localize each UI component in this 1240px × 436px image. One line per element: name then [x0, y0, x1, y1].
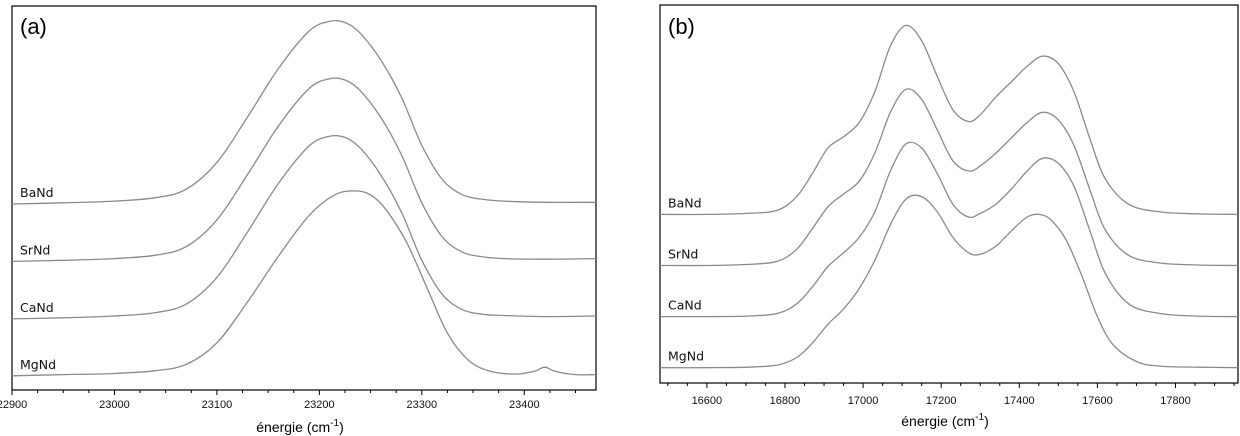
series-line-band [659, 24, 1239, 216]
series-line-srnd [659, 88, 1239, 267]
chart-b-frame [659, 4, 1239, 384]
x-tick-label: 17600 [1082, 395, 1113, 407]
chart-b-ticks: 16600 16800 17000 17200 17400 17600 17800 [667, 383, 1235, 407]
chart-b-panel-label: (b) [668, 14, 695, 39]
chart-b-series-labels: BaNd SrNd CaNd MgNd [668, 195, 704, 363]
x-tick-label: 22900 [0, 399, 27, 411]
chart-a-series-labels: BaNd SrNd CaNd MgNd [20, 185, 56, 372]
series-label-srnd: SrNd [20, 242, 50, 257]
x-tick-label: 23400 [509, 399, 540, 411]
series-line-cand [659, 141, 1239, 318]
series-line-band [11, 19, 597, 205]
chart-b-curves [659, 24, 1239, 369]
x-tick-label: 17200 [926, 395, 957, 407]
chart-a-svg: 22900 23000 23100 23200 23300 23400 BaNd SrNd C… [0, 5, 597, 435]
series-label-cand: CaNd [20, 300, 54, 315]
series-line-srnd [11, 77, 597, 263]
series-label-mgnd: MgNd [668, 349, 704, 364]
x-tick-label: 16600 [692, 395, 723, 407]
series-label-band: BaNd [20, 185, 54, 200]
chart-a-x-axis-title: énergie (cm-1) [256, 418, 344, 435]
series-line-mgnd [11, 190, 597, 377]
series-line-mgnd [659, 194, 1239, 369]
x-tick-label: 17400 [1004, 395, 1035, 407]
chart-b-x-axis-title: énergie (cm-1) [901, 412, 989, 429]
x-tick-label: 17800 [1160, 395, 1191, 407]
x-tick-label: 23200 [304, 399, 335, 411]
series-label-band: BaNd [668, 195, 702, 210]
chart-a-ticks: 22900 23000 23100 23200 23300 23400 [0, 390, 577, 411]
chart-panel-a: 22900 23000 23100 23200 23300 23400 BaNd SrNd C… [0, 0, 610, 436]
series-line-cand [11, 134, 597, 320]
chart-a-frame [11, 5, 597, 391]
chart-panel-b: 16600 16800 17000 17200 17400 17600 17800 BaNd… [630, 0, 1240, 436]
chart-b-svg: 16600 16800 17000 17200 17400 17600 17800 BaNd… [659, 4, 1239, 429]
x-tick-label: 17000 [848, 395, 879, 407]
x-tick-label: 23000 [99, 399, 130, 411]
x-tick-label: 16800 [770, 395, 801, 407]
x-tick-label: 23100 [202, 399, 233, 411]
series-label-cand: CaNd [668, 298, 702, 313]
series-label-srnd: SrNd [668, 247, 698, 262]
chart-a-curves [11, 19, 597, 377]
series-label-mgnd: MgNd [20, 357, 56, 372]
x-tick-label: 23300 [407, 399, 438, 411]
chart-a-panel-label: (a) [20, 14, 47, 39]
